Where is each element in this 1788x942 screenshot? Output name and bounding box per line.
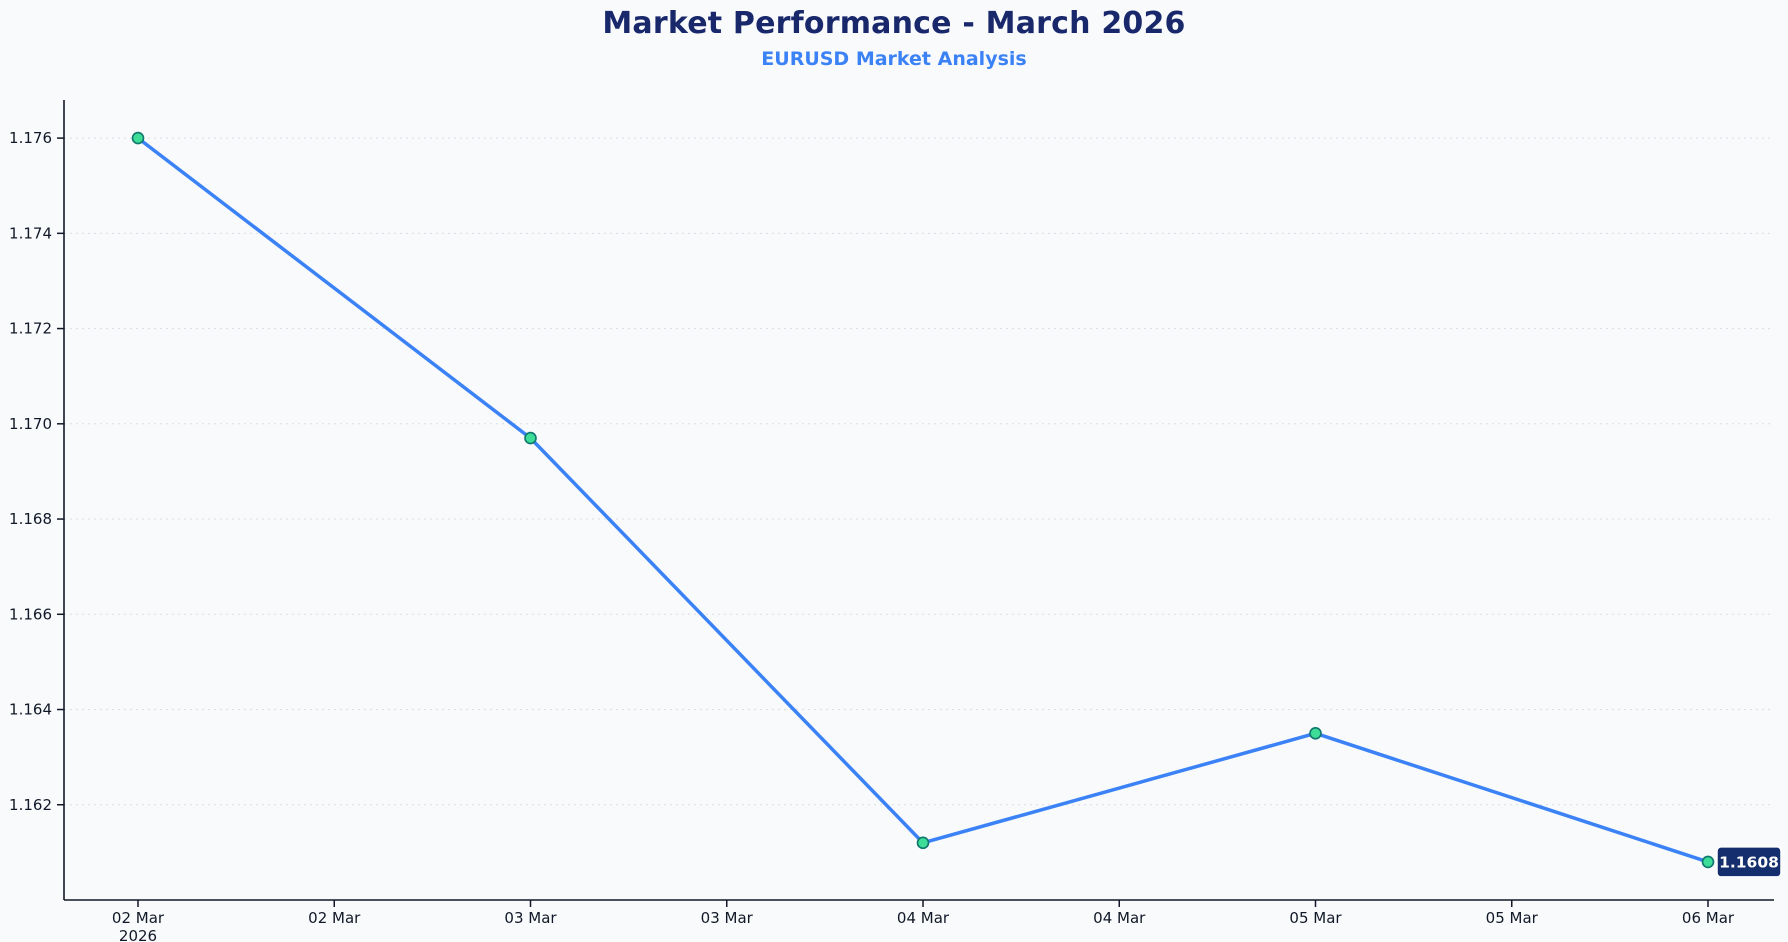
x-tick-label: 02 Mar bbox=[308, 909, 361, 927]
y-tick-label: 1.170 bbox=[9, 415, 52, 433]
data-point-03-mar[interactable] bbox=[524, 431, 537, 445]
y-tick-label: 1.166 bbox=[9, 605, 52, 623]
last-price-badge-text: 1.1608 bbox=[1719, 853, 1779, 871]
price-line bbox=[136, 136, 1710, 864]
x-tick-year-label: 2026 bbox=[119, 927, 157, 942]
y-tick-label: 1.168 bbox=[9, 510, 52, 528]
last-price-badge bbox=[1716, 846, 1782, 878]
x-tick-label: 03 Mar bbox=[701, 909, 754, 927]
x-tick-label: 03 Mar bbox=[504, 909, 557, 927]
x-tick-label: 05 Mar bbox=[1289, 909, 1342, 927]
y-tick-label: 1.172 bbox=[9, 320, 52, 338]
data-point-05-mar[interactable] bbox=[1309, 727, 1322, 740]
x-tick-label: 02 Mar bbox=[112, 909, 165, 927]
chart-subtitle: EURUSD Market Analysis bbox=[761, 48, 1027, 70]
x-tick-label: 05 Mar bbox=[1486, 909, 1539, 927]
x-tick-label: 04 Mar bbox=[1093, 909, 1146, 927]
x-tick-label: 04 Mar bbox=[897, 909, 950, 927]
chart-header: Market Performance - March 2026 EURUSD M… bbox=[0, 6, 1788, 70]
y-tick-label: 1.162 bbox=[9, 796, 52, 814]
y-tick-label: 1.176 bbox=[9, 129, 52, 147]
y-tick-label: 1.174 bbox=[9, 224, 52, 242]
data-point-06-mar[interactable] bbox=[1701, 855, 1715, 869]
x-tick-label: 06 Mar bbox=[1682, 909, 1735, 927]
data-point-04-mar[interactable] bbox=[916, 836, 930, 850]
y-tick-label: 1.164 bbox=[9, 701, 52, 719]
chart-title: Market Performance - March 2026 bbox=[602, 6, 1186, 41]
data-point-02-mar[interactable] bbox=[131, 131, 145, 145]
